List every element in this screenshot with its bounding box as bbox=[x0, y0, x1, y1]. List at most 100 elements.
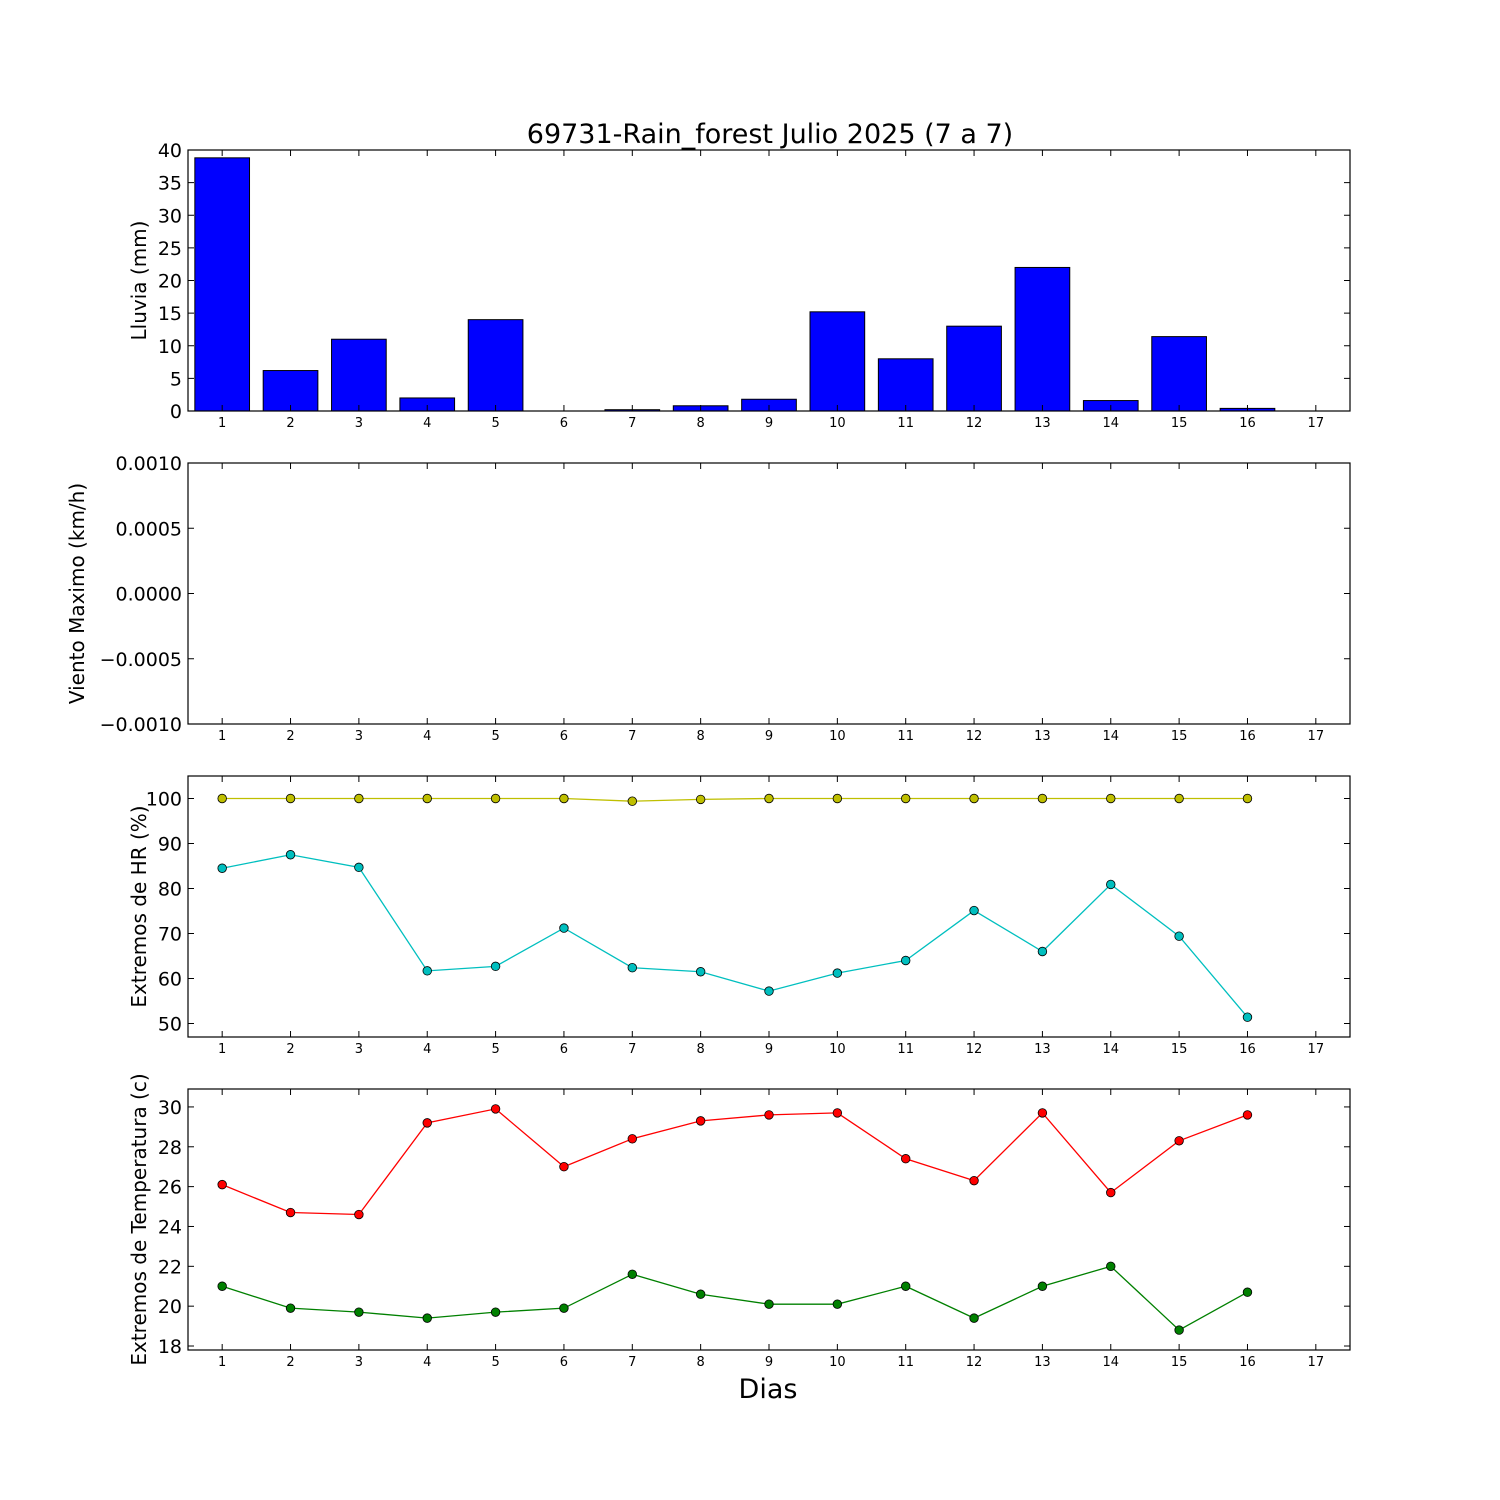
y-tick-label: −0.0005 bbox=[100, 649, 182, 671]
y-tick-label: 40 bbox=[158, 140, 182, 162]
y-axis-label: Viento Maximo (km/h) bbox=[65, 483, 89, 704]
x-tick-label: 15 bbox=[1171, 729, 1188, 744]
x-tick-label: 5 bbox=[491, 1355, 499, 1370]
series-2-point-16 bbox=[1242, 1287, 1253, 1297]
x-tick-label: 11 bbox=[897, 729, 914, 744]
y-tick-label: 0 bbox=[170, 401, 182, 423]
x-tick-label: 7 bbox=[628, 1355, 636, 1370]
y-tick-label: 30 bbox=[158, 1097, 182, 1119]
series-2-point-3 bbox=[354, 1307, 364, 1317]
series-1-point-10 bbox=[832, 1108, 843, 1118]
bar-day-11 bbox=[877, 358, 934, 412]
series-2-point-11 bbox=[901, 955, 911, 966]
bar-day-13 bbox=[1014, 266, 1071, 412]
x-tick-label: 6 bbox=[560, 416, 568, 431]
y-tick-label: 18 bbox=[158, 1336, 182, 1358]
series-1-point-5 bbox=[490, 1104, 501, 1114]
series-2-point-14 bbox=[1106, 1261, 1116, 1272]
series-2-point-16 bbox=[1242, 1012, 1253, 1022]
x-tick-label: 2 bbox=[286, 1355, 294, 1370]
series-2-point-12 bbox=[969, 1313, 979, 1323]
series-1-line bbox=[221, 1108, 1248, 1216]
series-1-point-9 bbox=[764, 1110, 774, 1120]
x-tick-label: 6 bbox=[560, 1355, 568, 1370]
series-2-point-2 bbox=[285, 850, 296, 860]
x-tick-label: 10 bbox=[829, 729, 846, 744]
bar-day-1 bbox=[194, 157, 251, 412]
series-1-point-14 bbox=[1106, 1187, 1116, 1198]
series-2-point-12 bbox=[969, 905, 979, 916]
x-tick-label: 13 bbox=[1034, 416, 1051, 431]
series-2-line bbox=[222, 854, 1248, 1018]
x-tick-label: 15 bbox=[1171, 416, 1188, 431]
series-2-point-4 bbox=[422, 1313, 432, 1323]
bar-day-5 bbox=[467, 319, 524, 412]
x-tick-label: 17 bbox=[1308, 729, 1325, 744]
y-tick-label: 30 bbox=[158, 205, 182, 227]
x-tick-label: 10 bbox=[829, 416, 846, 431]
x-tick-label: 3 bbox=[355, 729, 363, 744]
series-2-point-3 bbox=[354, 862, 364, 873]
series-1-point-7 bbox=[627, 796, 637, 806]
y-tick-label: −0.0010 bbox=[100, 714, 182, 736]
x-tick-label: 12 bbox=[966, 416, 983, 431]
x-tick-label: 17 bbox=[1308, 416, 1325, 431]
series-1-point-14 bbox=[1106, 793, 1116, 804]
y-tick-label: 25 bbox=[158, 238, 182, 260]
series-2-point-10 bbox=[832, 968, 843, 978]
x-tick-label: 5 bbox=[491, 729, 499, 744]
series-2-point-1 bbox=[217, 863, 227, 873]
series-1-point-10 bbox=[832, 793, 843, 804]
x-tick-label: 8 bbox=[697, 1355, 705, 1370]
x-tick-label: 16 bbox=[1239, 1355, 1256, 1370]
series-2-point-8 bbox=[695, 967, 706, 977]
series-1-point-4 bbox=[422, 1118, 432, 1128]
series-1-point-16 bbox=[1242, 1110, 1253, 1120]
series-2-point-6 bbox=[559, 1303, 569, 1313]
x-tick-label: 14 bbox=[1102, 1355, 1119, 1370]
x-tick-label: 8 bbox=[697, 729, 705, 744]
series-2-point-5 bbox=[490, 961, 501, 972]
y-tick-label: 0.0010 bbox=[116, 453, 182, 475]
bar-day-10 bbox=[809, 311, 866, 412]
chart-title: 69731-Rain_forest Julio 2025 (7 a 7) bbox=[527, 119, 1013, 150]
x-tick-label: 4 bbox=[423, 1042, 431, 1057]
x-tick-label: 15 bbox=[1171, 1355, 1188, 1370]
y-axis-label: Extremos de HR (%) bbox=[127, 805, 151, 1007]
y-tick-label: 60 bbox=[158, 969, 182, 991]
x-tick-label: 2 bbox=[286, 416, 294, 431]
y-tick-label: 0.0000 bbox=[116, 584, 182, 606]
x-tick-label: 5 bbox=[491, 1042, 499, 1057]
y-tick-label: 24 bbox=[158, 1216, 182, 1238]
series-2-point-14 bbox=[1106, 879, 1116, 890]
x-tick-label: 12 bbox=[966, 729, 983, 744]
x-tick-label: 10 bbox=[829, 1355, 846, 1370]
y-tick-label: 20 bbox=[158, 271, 182, 293]
x-tick-label: 13 bbox=[1034, 729, 1051, 744]
series-1-point-11 bbox=[901, 1154, 911, 1164]
series-1-point-12 bbox=[969, 1175, 979, 1186]
series-1-point-8 bbox=[695, 1116, 706, 1126]
y-tick-label: 5 bbox=[170, 368, 182, 390]
series-2-point-6 bbox=[559, 923, 569, 933]
x-tick-label: 14 bbox=[1102, 1042, 1119, 1057]
x-tick-label: 3 bbox=[355, 416, 363, 431]
x-tick-label: 5 bbox=[491, 416, 499, 431]
series-1-point-6 bbox=[559, 793, 569, 804]
series-2-point-15 bbox=[1174, 931, 1184, 941]
x-tick-label: 11 bbox=[897, 1355, 914, 1370]
x-tick-label: 9 bbox=[765, 1355, 773, 1370]
x-tick-label: 13 bbox=[1034, 1355, 1051, 1370]
bar-day-15 bbox=[1151, 336, 1207, 412]
x-tick-label: 9 bbox=[765, 729, 773, 744]
y-tick-label: 90 bbox=[158, 834, 182, 856]
x-tick-label: 9 bbox=[765, 1042, 773, 1057]
x-tick-label: 4 bbox=[423, 416, 431, 431]
series-1-point-11 bbox=[901, 793, 911, 804]
x-tick-label: 16 bbox=[1239, 416, 1256, 431]
